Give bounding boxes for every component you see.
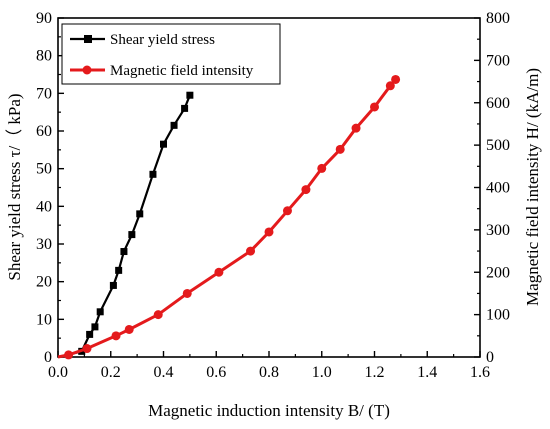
data-point-magnetic	[82, 344, 92, 354]
data-point-shear	[91, 323, 99, 331]
y-right-tick-label: 600	[486, 95, 510, 112]
data-point-magnetic	[64, 350, 74, 360]
y-right-tick-label: 500	[486, 137, 510, 154]
x-axis-ticks: 0.0 0.2 0.4 0.6 0.8 1.0 1.2 1.4 1.6	[48, 351, 490, 381]
data-point-shear	[181, 104, 189, 112]
y-left-tick-label: 10	[36, 311, 52, 328]
series-line-magnetic-field-intensity	[57, 78, 397, 359]
y-right-tick-label: 800	[486, 10, 510, 27]
data-point-magnetic	[124, 324, 134, 334]
y-right-tick-label: 100	[486, 307, 510, 324]
y-right-tick-label: 300	[486, 222, 510, 239]
y-left-tick-label: 80	[36, 48, 52, 65]
x-axis-title: Magnetic induction intensity B/ (T)	[148, 401, 390, 420]
data-point-magnetic	[246, 246, 256, 256]
y-left-axis-title: Shear yield stress τ/（ kPa)	[5, 93, 24, 280]
legend: Shear yield stress Magnetic field intens…	[61, 23, 281, 85]
y-left-tick-label: 20	[36, 274, 52, 291]
data-point-shear	[96, 308, 104, 316]
series-layer	[57, 74, 401, 360]
y-left-tick-label: 30	[36, 236, 52, 253]
y-left-tick-label: 60	[36, 123, 52, 140]
data-point-magnetic	[317, 163, 327, 173]
data-point-shear	[115, 266, 123, 274]
data-point-magnetic	[214, 267, 224, 277]
data-point-magnetic	[385, 81, 395, 91]
data-point-shear	[86, 330, 94, 338]
data-point-shear	[120, 248, 128, 256]
y-right-tick-label: 200	[486, 264, 510, 281]
legend-frame	[61, 23, 281, 85]
x-tick-label: 0.0	[48, 364, 68, 381]
data-point-magnetic	[264, 227, 274, 237]
y-right-axis-ticks: 0 100 200 300 400 500 600 700 800	[474, 10, 510, 366]
legend-label-magnetic: Magnetic field intensity	[110, 63, 254, 79]
x-tick-label: 1.2	[365, 364, 385, 381]
x-tick-label: 0.8	[259, 364, 279, 381]
data-point-shear	[170, 121, 178, 129]
y-left-tick-label: 50	[36, 161, 52, 178]
data-point-magnetic	[282, 206, 292, 216]
x-tick-label: 1.6	[470, 364, 490, 381]
y-right-axis-title: Magnetic field intensity H/ (kA/m)	[523, 68, 542, 306]
data-point-shear	[109, 281, 117, 289]
legend-label-shear: Shear yield stress	[110, 32, 215, 48]
y-right-tick-label: 0	[486, 349, 494, 366]
y-left-tick-label: 70	[36, 85, 52, 102]
data-point-magnetic	[335, 144, 345, 154]
y-left-tick-label: 40	[36, 198, 52, 215]
data-point-magnetic	[351, 123, 361, 133]
x-tick-label: 1.4	[417, 364, 437, 381]
y-left-tick-label: 90	[36, 10, 52, 27]
y-right-tick-label: 400	[486, 180, 510, 197]
data-point-shear	[128, 231, 136, 239]
y-left-tick-label: 0	[44, 349, 52, 366]
x-tick-label: 0.4	[154, 364, 174, 381]
data-point-magnetic	[182, 288, 192, 298]
data-point-shear	[160, 140, 167, 148]
data-point-magnetic	[370, 102, 379, 112]
x-tick-label: 0.2	[101, 364, 121, 381]
x-tick-label: 1.0	[312, 364, 332, 381]
data-point-magnetic	[111, 331, 121, 341]
y-left-axis-ticks: 0 10 20 30 40 50 60 70 80 90	[36, 10, 64, 366]
x-tick-label: 0.6	[206, 364, 226, 381]
legend-marker-magnetic	[82, 65, 92, 75]
data-point-shear	[149, 170, 157, 178]
series-line-shear-yield-stress	[57, 94, 191, 359]
data-point-magnetic	[153, 310, 163, 320]
data-point-magnetic	[391, 74, 401, 84]
data-point-shear	[136, 210, 144, 218]
data-point-magnetic	[301, 185, 311, 195]
data-point-shear	[186, 91, 194, 99]
y-right-tick-label: 700	[486, 52, 510, 69]
legend-marker-shear	[84, 35, 92, 43]
